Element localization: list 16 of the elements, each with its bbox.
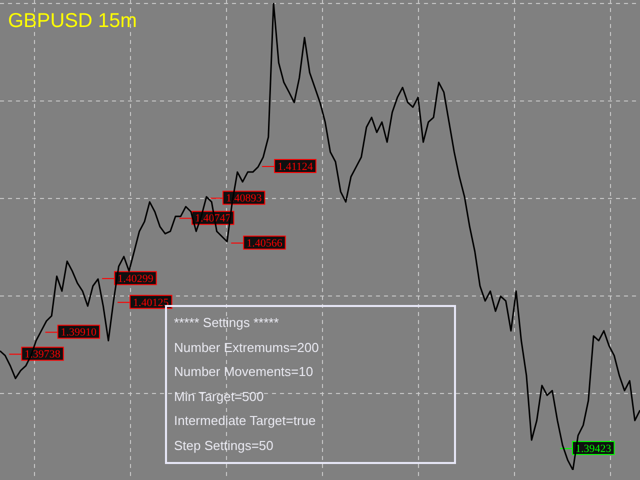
annotation: 1.40566 [246, 237, 283, 250]
annotation: 1.41124 [278, 160, 314, 173]
annotation: 1.39910 [60, 326, 98, 339]
annotation: Number Extremums=200 [174, 338, 320, 356]
annotation: Number Movements=10 [174, 363, 314, 381]
annotation: 1.40125 [133, 296, 170, 309]
annotation: Min Target=500 [174, 388, 265, 406]
annotation: 1.40747 [194, 212, 232, 225]
chart-title: GBPUSD 15m [8, 10, 137, 33]
annotation: ***** Settings ***** [174, 314, 280, 332]
annotation: 1.39423 [576, 442, 612, 455]
annotation: Intermediate Target=true [174, 412, 317, 430]
annotation: 1.40893 [226, 192, 262, 205]
annotation: Step Settings=50 [174, 436, 274, 455]
annotation: 1.39738 [24, 348, 61, 361]
annotation: 1.40299 [118, 272, 154, 285]
